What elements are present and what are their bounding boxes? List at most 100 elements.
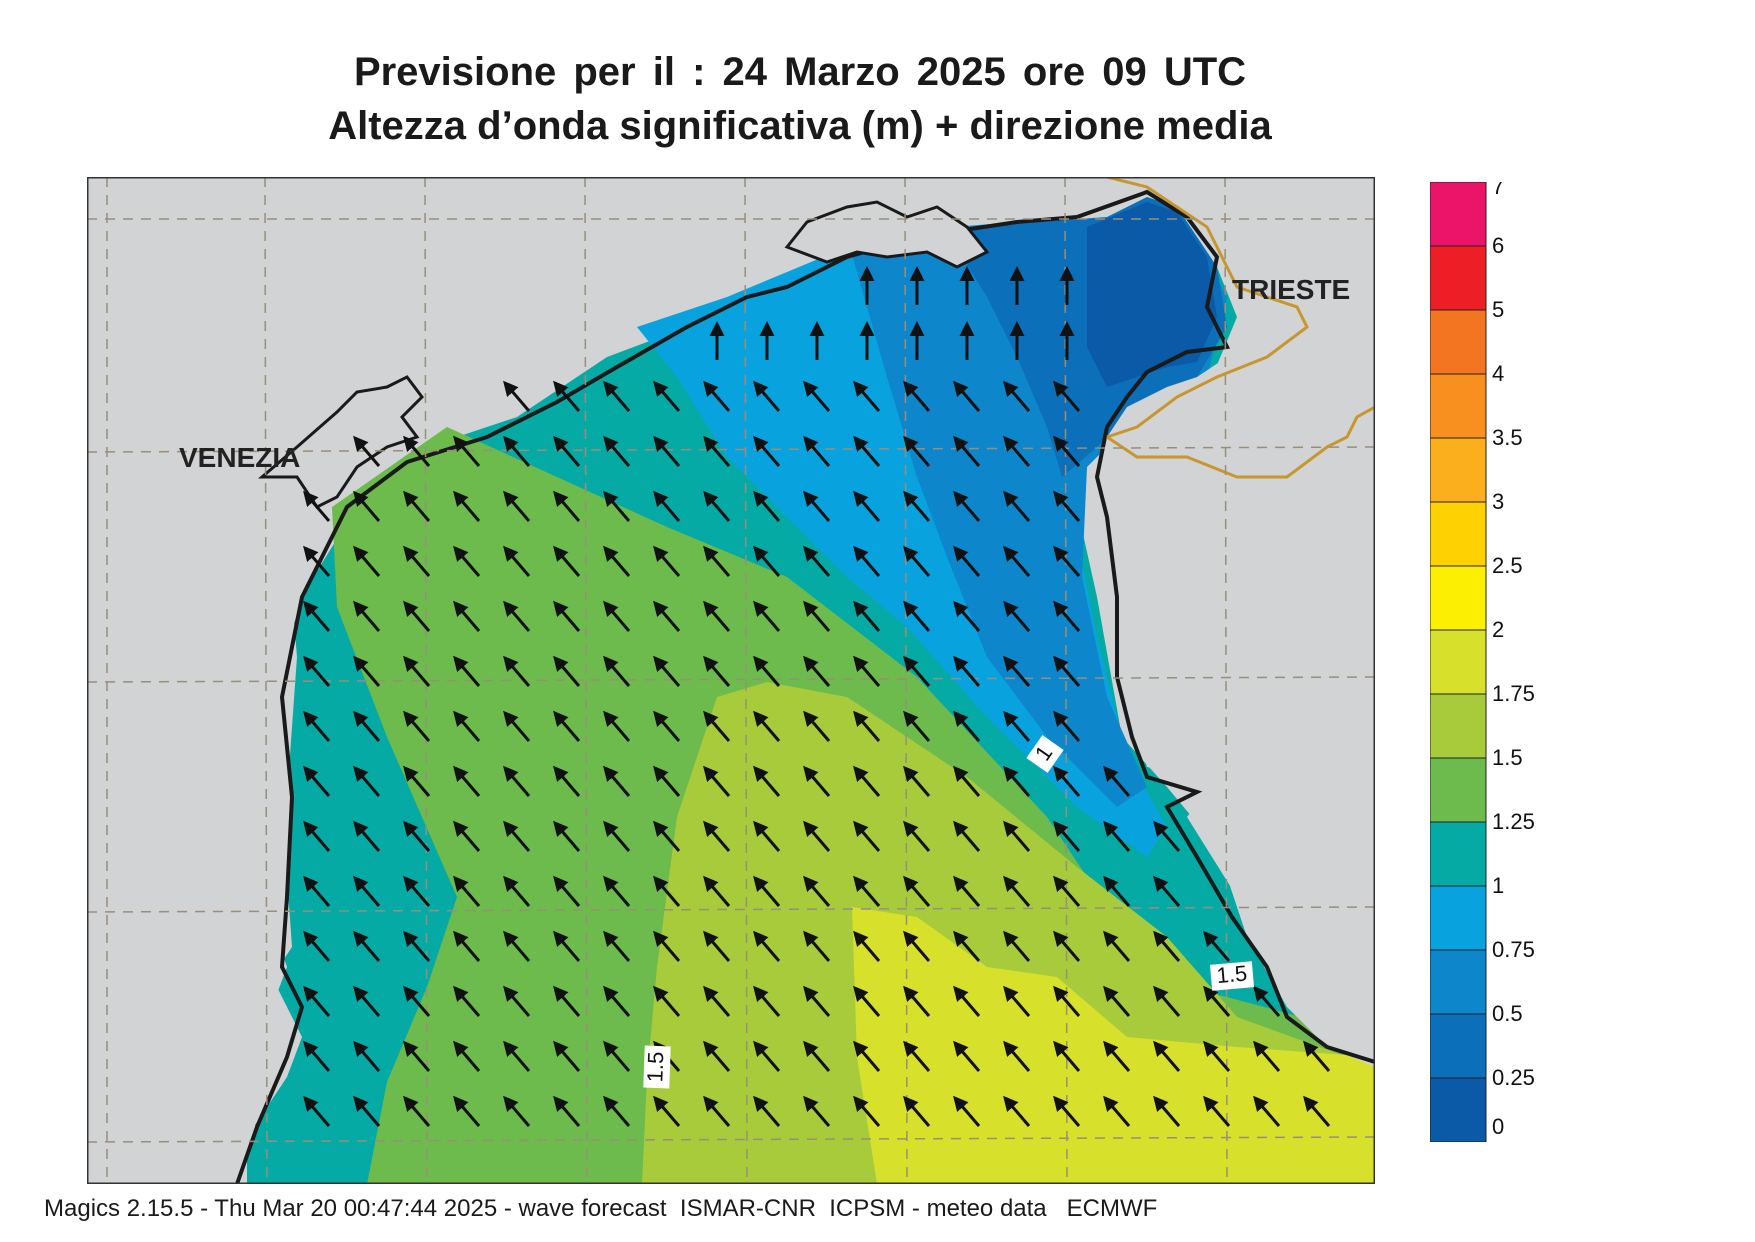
wave-direction-arrow bbox=[853, 765, 881, 797]
wave-direction-arrow bbox=[1303, 1040, 1331, 1072]
wave-direction-arrow bbox=[803, 875, 831, 907]
wave-direction-arrow bbox=[753, 655, 781, 687]
wave-direction-arrow bbox=[453, 985, 481, 1017]
wave-direction-arrow bbox=[903, 1040, 931, 1072]
legend-tick-label: 0.5 bbox=[1492, 1001, 1523, 1026]
wave-direction-arrow bbox=[853, 710, 881, 742]
wave-direction-arrow bbox=[903, 820, 931, 852]
wave-direction-arrow bbox=[853, 655, 881, 687]
wave-direction-arrow bbox=[403, 820, 431, 852]
wave-direction-arrow bbox=[1003, 930, 1031, 962]
wave-direction-arrow bbox=[303, 875, 331, 907]
wave-direction-arrow bbox=[553, 1095, 581, 1127]
legend-color-bar bbox=[1430, 182, 1487, 1142]
wave-direction-arrow bbox=[953, 545, 981, 577]
wave-direction-arrow bbox=[703, 490, 731, 522]
wave-direction-arrow bbox=[303, 930, 331, 962]
wave-direction-arrow bbox=[753, 985, 781, 1017]
forecast-date-title: Previsione per il : 24 Marzo 2025 ore 09… bbox=[353, 50, 1247, 94]
border-line-east bbox=[1106, 405, 1375, 479]
wave-direction-arrow bbox=[1103, 820, 1131, 852]
legend-tick-label: 0.25 bbox=[1492, 1065, 1535, 1090]
wave-direction-arrow bbox=[1103, 930, 1131, 962]
wave-direction-arrow bbox=[403, 710, 431, 742]
wave-direction-arrow bbox=[503, 1095, 531, 1127]
wave-direction-arrow bbox=[1053, 710, 1081, 742]
wave-direction-arrow bbox=[703, 820, 731, 852]
legend-tick-label: 6 bbox=[1492, 233, 1504, 258]
wave-direction-arrow bbox=[553, 985, 581, 1017]
wave-direction-arrow bbox=[553, 600, 581, 632]
legend-swatch bbox=[1430, 821, 1487, 887]
wave-direction-arrow bbox=[803, 1095, 831, 1127]
sea-band-0-0.25 bbox=[1087, 202, 1217, 387]
wave-height-map: 1 1.5 1.5 VENEZIA TRIESTE bbox=[87, 177, 1375, 1184]
wave-direction-arrow bbox=[553, 1040, 581, 1072]
wave-direction-arrow bbox=[603, 1040, 631, 1072]
wave-direction-arrow bbox=[453, 1040, 481, 1072]
wave-direction-arrow bbox=[953, 380, 981, 412]
wave-direction-arrow bbox=[903, 600, 931, 632]
wave-direction-arrow bbox=[903, 765, 931, 797]
wave-direction-arrow bbox=[603, 435, 631, 467]
legend-tick-label: 1.25 bbox=[1492, 809, 1535, 834]
wave-direction-arrow bbox=[853, 545, 881, 577]
wave-direction-arrow bbox=[703, 930, 731, 962]
contour-label-1.5-east: 1.5 bbox=[1209, 961, 1255, 991]
wave-direction-arrow bbox=[753, 435, 781, 467]
wave-direction-arrow bbox=[803, 985, 831, 1017]
wave-direction-arrow bbox=[703, 875, 731, 907]
wave-direction-arrow bbox=[1253, 985, 1281, 1017]
wave-direction-arrow bbox=[653, 985, 681, 1017]
wave-direction-arrow bbox=[503, 765, 531, 797]
wave-direction-arrow bbox=[503, 930, 531, 962]
legend-tick-label: 2 bbox=[1492, 617, 1504, 642]
wave-direction-arrow bbox=[903, 490, 931, 522]
wave-direction-arrow bbox=[1103, 765, 1131, 797]
wave-direction-arrow bbox=[1203, 985, 1231, 1017]
wave-direction-arrow bbox=[1053, 930, 1081, 962]
wave-direction-arrow bbox=[803, 710, 831, 742]
wave-direction-arrow bbox=[653, 490, 681, 522]
legend-swatch bbox=[1430, 629, 1487, 695]
wave-direction-arrow bbox=[653, 875, 681, 907]
legend-tick-label: 2.5 bbox=[1492, 553, 1523, 578]
legend-tick-label: 3 bbox=[1492, 489, 1504, 514]
wave-direction-arrow bbox=[753, 930, 781, 962]
city-label-trieste: TRIESTE bbox=[1232, 274, 1350, 305]
wave-direction-arrow bbox=[903, 435, 931, 467]
color-legend: 0 0.25 0.5 0.75 1 1.25 1.5 1.75 2 2.5 3 3.5 4 5 6 7 bbox=[1430, 182, 1535, 1142]
wave-direction-arrow bbox=[1053, 435, 1081, 467]
wave-direction-arrow bbox=[653, 545, 681, 577]
wave-direction-arrow bbox=[1003, 710, 1031, 742]
wave-direction-arrow bbox=[1003, 435, 1031, 467]
wave-direction-arrow bbox=[303, 600, 331, 632]
wave-direction-arrow bbox=[403, 875, 431, 907]
wave-direction-arrow bbox=[353, 600, 381, 632]
legend-swatch bbox=[1430, 885, 1487, 951]
wave-direction-arrow bbox=[653, 710, 681, 742]
wave-direction-arrow bbox=[703, 600, 731, 632]
wave-direction-arrow bbox=[1253, 1040, 1281, 1072]
wave-direction-arrow bbox=[353, 655, 381, 687]
wave-direction-arrow bbox=[353, 1095, 381, 1127]
wave-direction-arrow bbox=[903, 380, 931, 412]
wave-direction-arrow bbox=[953, 600, 981, 632]
border-line bbox=[1106, 177, 1309, 439]
wave-direction-arrow bbox=[1203, 1040, 1231, 1072]
wave-direction-arrow bbox=[1053, 1095, 1081, 1127]
wave-direction-arrow bbox=[653, 820, 681, 852]
contour-label-1.5-south: 1.5 bbox=[642, 1045, 671, 1089]
wave-direction-arrow bbox=[353, 710, 381, 742]
wave-direction-arrow bbox=[403, 765, 431, 797]
wave-direction-arrow bbox=[503, 1040, 531, 1072]
wave-direction-arrow bbox=[703, 985, 731, 1017]
legend-swatch bbox=[1430, 949, 1487, 1015]
wave-direction-arrow bbox=[1003, 1040, 1031, 1072]
wave-direction-arrow bbox=[553, 710, 581, 742]
wave-direction-arrow bbox=[753, 1095, 781, 1127]
legend-tick-label: 3.5 bbox=[1492, 425, 1523, 450]
wave-direction-arrow bbox=[503, 545, 531, 577]
legend-tick-label: 0 bbox=[1492, 1114, 1504, 1139]
wave-direction-arrow bbox=[453, 710, 481, 742]
